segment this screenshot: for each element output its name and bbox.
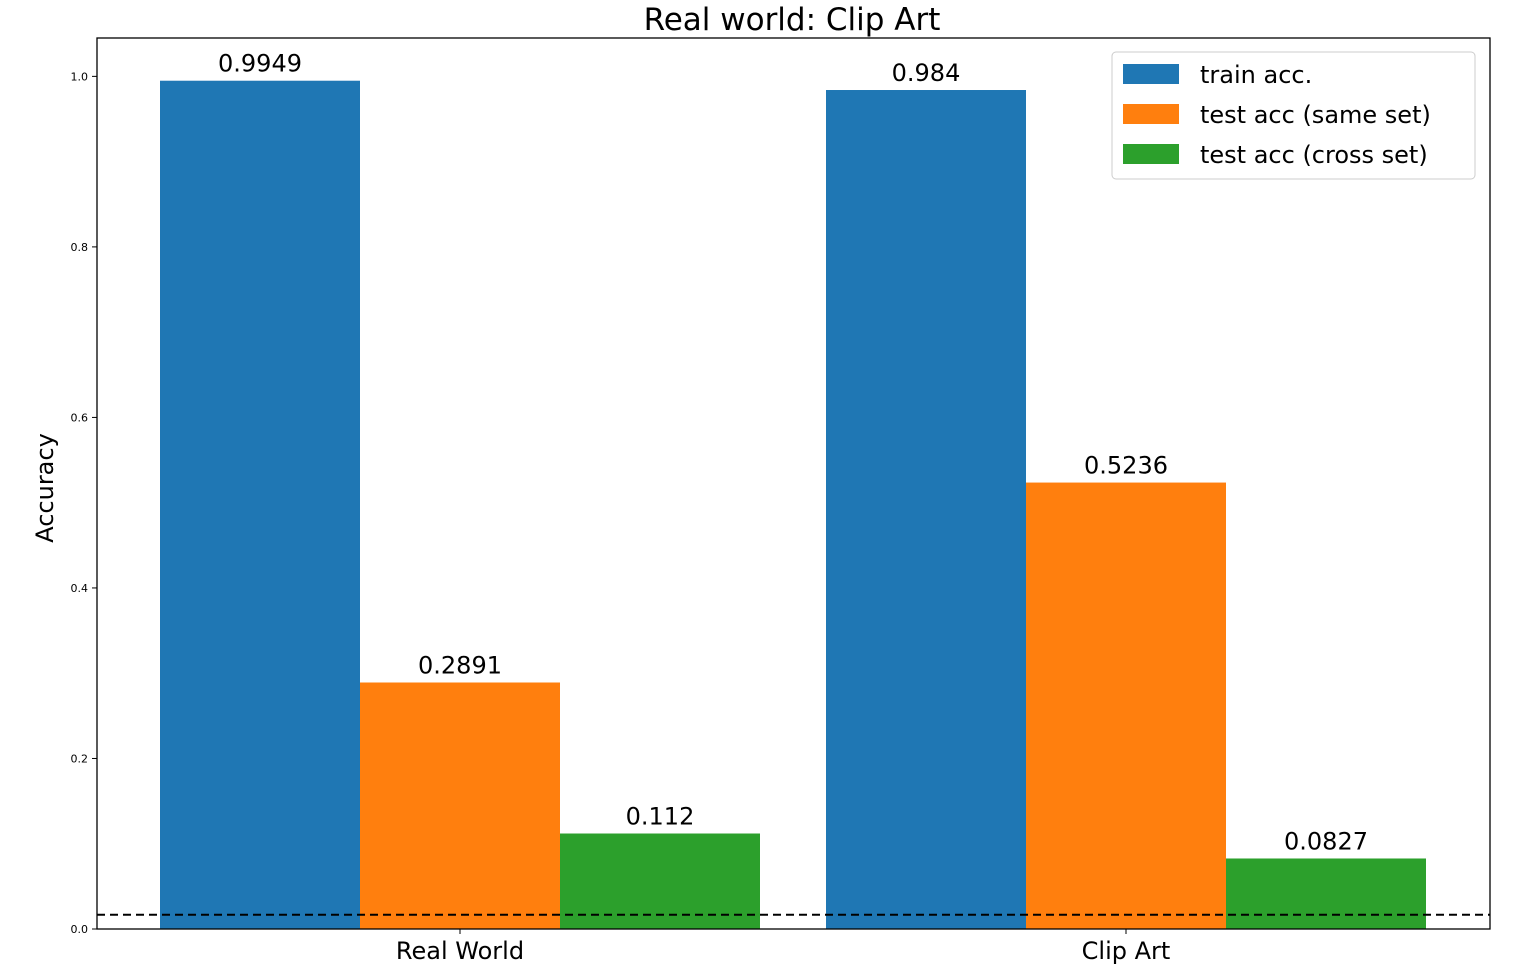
plot-frame — [96, 37, 1491, 930]
y-tick-label-4: 0.6 — [71, 411, 89, 424]
legend-label-3: test acc (cross set) — [1200, 141, 1428, 169]
legend-box — [1111, 51, 1476, 180]
bar-2-1 — [360, 682, 560, 929]
y-tick-label-1: 0.0 — [71, 923, 89, 936]
y-tick-label-5: 0.8 — [71, 241, 89, 254]
legend-swatch-3 — [1123, 144, 1179, 164]
y-tick-label-6: 1.0 — [71, 70, 89, 83]
data-label-2-2: 0.5236 — [1084, 452, 1168, 480]
plot-area: 0.9949 0.984 0.2891 0.5236 0.112 0.0827 0.0 0.2… — [71, 37, 1491, 965]
data-label-3-1: 0.112 — [626, 803, 695, 831]
bar-3-2 — [1226, 858, 1426, 929]
x-tick-label-2: Clip Art — [1082, 937, 1171, 965]
data-label-2-1: 0.2891 — [418, 652, 502, 680]
bar-1-2 — [826, 90, 1026, 930]
x-tick-label-1: Real World — [396, 937, 524, 965]
legend-swatch-1 — [1123, 64, 1179, 84]
data-label-3-2: 0.0827 — [1284, 827, 1368, 855]
bar-2-2 — [1026, 482, 1226, 929]
legend-label-2: test acc (same set) — [1200, 101, 1431, 129]
bar-3-1 — [560, 833, 760, 929]
legend: train acc. test acc (same set) test acc (c… — [1111, 51, 1476, 180]
chart-title: Real world: Clip Art — [644, 2, 941, 38]
legend-label-1: train acc. — [1200, 61, 1312, 89]
data-label-1-1: 0.9949 — [218, 50, 302, 78]
y-tick-label-3: 0.4 — [71, 582, 89, 595]
legend-swatch-2 — [1123, 104, 1179, 124]
data-label-1-2: 0.984 — [892, 59, 961, 87]
y-axis-label: Accuracy — [31, 433, 59, 543]
bar-1-1 — [160, 80, 360, 929]
y-tick-label-2: 0.2 — [71, 752, 89, 765]
